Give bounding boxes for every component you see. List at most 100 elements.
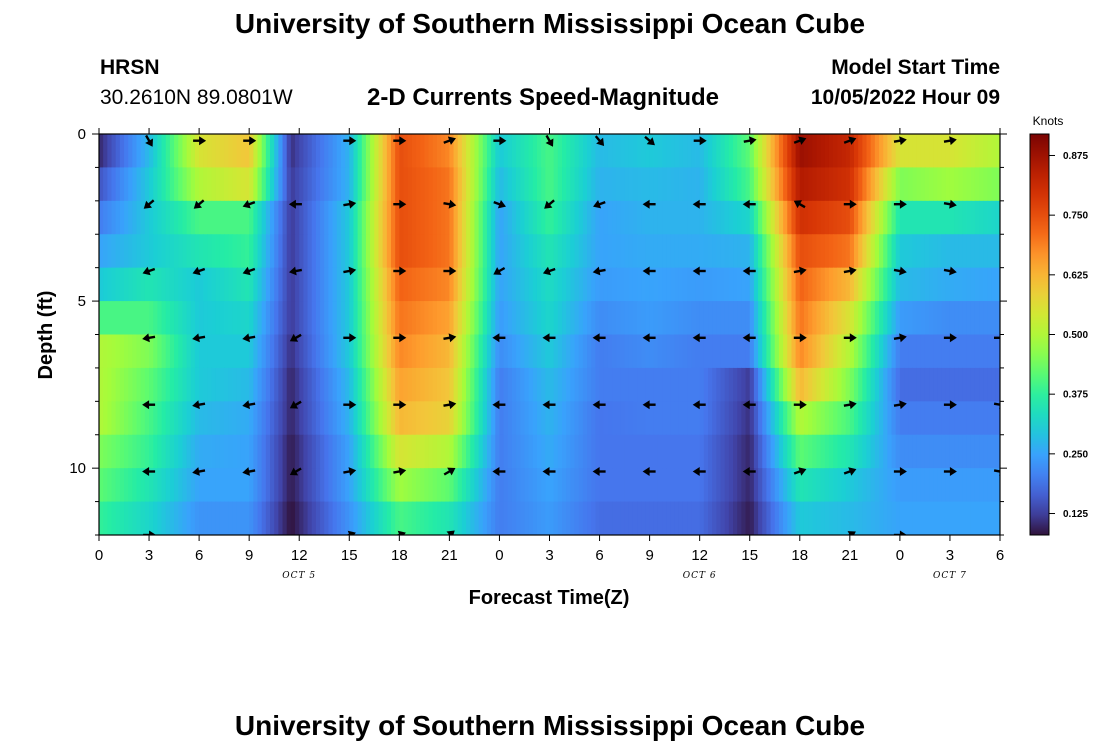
heatmap-cell: [983, 468, 989, 503]
heatmap-cell: [603, 301, 609, 336]
heatmap-cell: [874, 501, 880, 535]
heatmap-cell: [499, 434, 505, 469]
heatmap-cell: [670, 334, 676, 369]
heatmap-cell: [328, 167, 334, 202]
heatmap-cell: [445, 367, 450, 402]
heatmap-cell: [320, 301, 325, 336]
current-vector-arrow: [443, 400, 457, 410]
heatmap-cell: [883, 234, 888, 269]
heatmap-cell: [203, 267, 209, 302]
heatmap-cell: [578, 501, 584, 535]
heatmap-cell: [228, 301, 234, 336]
heatmap-cell: [895, 267, 901, 302]
heatmap-cell: [478, 367, 484, 402]
heatmap-cell: [257, 434, 263, 469]
heatmap-cell: [803, 234, 809, 269]
heatmap-cell: [286, 167, 292, 202]
heatmap-cell: [240, 200, 246, 235]
heatmap-cell: [995, 267, 1000, 302]
heatmap-cell: [119, 200, 125, 235]
heatmap-cell: [107, 301, 113, 336]
heatmap-cell: [128, 301, 133, 336]
heatmap-cell: [678, 134, 684, 169]
heatmap-cell: [766, 501, 772, 535]
heatmap-cell: [324, 367, 330, 402]
current-vector-arrow: [642, 333, 656, 343]
heatmap-cell: [432, 367, 438, 402]
heatmap-cell: [336, 301, 342, 336]
heatmap-cell: [645, 501, 651, 535]
heatmap-cell: [587, 234, 592, 269]
heatmap-cell: [174, 367, 179, 402]
heatmap-cell: [795, 401, 801, 436]
heatmap-cell: [182, 401, 188, 436]
heatmap-cell: [557, 334, 563, 369]
heatmap-cell: [616, 401, 622, 436]
heatmap-cell: [495, 200, 501, 235]
x-tick-label: 0: [896, 547, 904, 564]
heatmap-cell: [666, 167, 672, 202]
heatmap-cell: [374, 334, 380, 369]
heatmap-cell: [420, 167, 425, 202]
heatmap-cell: [219, 267, 225, 302]
heatmap-cell: [449, 134, 455, 169]
heatmap-cell: [420, 401, 425, 436]
heatmap-cell: [745, 434, 751, 469]
heatmap-cell: [787, 234, 793, 269]
heatmap-cell: [432, 301, 438, 336]
current-vector-arrow: [994, 336, 1000, 339]
heatmap-cell: [949, 401, 955, 436]
heatmap-cell: [582, 468, 588, 503]
heatmap-cell: [536, 334, 542, 369]
heatmap-cell: [624, 134, 630, 169]
heatmap-cell: [253, 301, 259, 336]
heatmap-cell: [161, 134, 167, 169]
heatmap-cell: [641, 167, 647, 202]
heatmap-cell: [411, 200, 417, 235]
heatmap-cell: [349, 134, 355, 169]
colorbar-units: Knots: [1033, 114, 1064, 128]
heatmap-cell: [186, 301, 192, 336]
heatmap-cell: [199, 267, 204, 302]
heatmap-cell: [245, 267, 250, 302]
heatmap-cell: [703, 267, 709, 302]
heatmap-cell: [194, 501, 200, 535]
heatmap-cell: [215, 468, 221, 503]
heatmap-cell: [203, 367, 209, 402]
heatmap-cell: [891, 334, 897, 369]
heatmap-cell: [245, 334, 250, 369]
heatmap-cell: [787, 434, 793, 469]
heatmap-cell: [637, 401, 642, 436]
current-vector-arrow: [843, 266, 857, 276]
heatmap-cell: [470, 334, 476, 369]
heatmap-cell: [962, 401, 968, 436]
heatmap-cell: [887, 134, 893, 169]
heatmap-cell: [286, 267, 292, 302]
heatmap-cell: [879, 267, 884, 302]
heatmap-cell: [219, 367, 225, 402]
heatmap-cell: [937, 200, 943, 235]
heatmap-cell: [541, 434, 546, 469]
heatmap-cell: [607, 267, 613, 302]
heatmap-cell: [436, 134, 442, 169]
heatmap-cell: [632, 234, 638, 269]
heatmap-cell: [416, 200, 421, 235]
heatmap-cell: [282, 200, 288, 235]
heatmap-cell: [320, 367, 325, 402]
heatmap-cell: [908, 167, 913, 202]
heatmap-cell: [908, 267, 913, 302]
heatmap-cell: [991, 167, 997, 202]
heatmap-cell: [457, 301, 463, 336]
heatmap-cell: [582, 200, 588, 235]
heatmap-cell: [165, 468, 171, 503]
heatmap-cell: [937, 167, 943, 202]
heatmap-cell: [169, 367, 175, 402]
heatmap-cell: [328, 334, 334, 369]
heatmap-cell: [140, 234, 146, 269]
heatmap-cell: [753, 267, 759, 302]
heatmap-cell: [290, 267, 296, 302]
heatmap-cell: [929, 401, 934, 436]
heatmap-cell: [236, 501, 242, 535]
heatmap-cell: [453, 200, 459, 235]
